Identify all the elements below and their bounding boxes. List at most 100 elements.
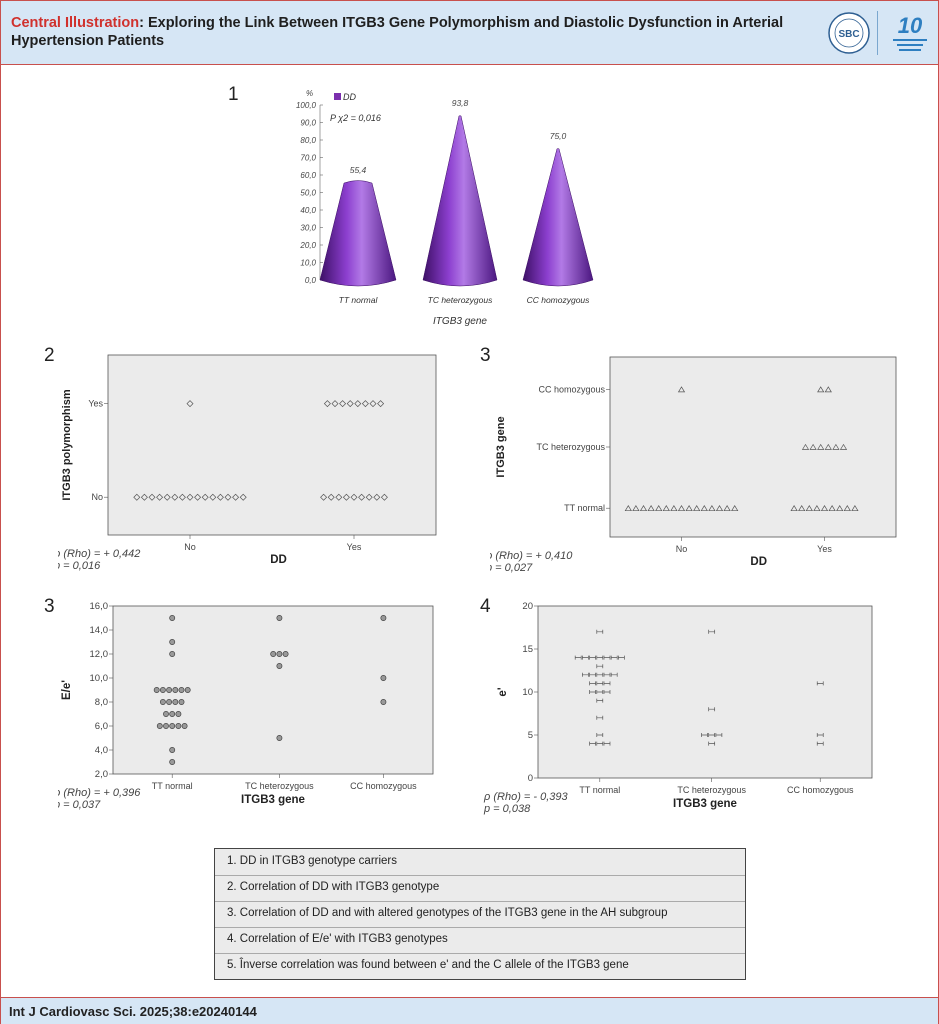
data-point — [603, 681, 611, 686]
data-point — [216, 493, 224, 501]
data-point — [169, 651, 176, 657]
y-tick-label: CC homozygous — [538, 384, 605, 394]
data-point — [380, 493, 388, 501]
x-tick-label: CC homozygous — [787, 785, 854, 795]
data-point — [596, 715, 604, 720]
legend-item: 3. Correlation of DD and with altered ge… — [215, 901, 745, 928]
data-point — [163, 723, 169, 729]
x-tick-label: TC heterozygous — [677, 785, 746, 795]
y-tick-label: 70,0 — [300, 154, 316, 163]
data-point — [589, 741, 596, 746]
data-point — [276, 651, 283, 657]
data-point — [596, 733, 604, 737]
data-point — [339, 400, 347, 408]
y-tick-label: 50,0 — [300, 189, 316, 198]
citation: Int J Cardiovasc Sci. 2025;38:e20240144 — [9, 1004, 257, 1019]
x-tick-label: No — [184, 542, 196, 552]
data-point — [335, 493, 343, 501]
plot-area — [107, 354, 437, 536]
x-axis-title: ITGB3 gene — [673, 798, 737, 810]
legend-label: DD — [343, 92, 356, 102]
data-point — [624, 505, 632, 512]
y-axis-title: E/e' — [61, 680, 73, 700]
data-point — [817, 386, 825, 393]
data-point — [603, 672, 611, 677]
data-point — [166, 699, 173, 705]
data-point — [169, 615, 176, 621]
data-point — [798, 505, 806, 512]
data-point — [178, 493, 186, 501]
data-point — [662, 505, 670, 512]
data-point — [133, 493, 141, 501]
panel-number-3a: 3 — [480, 345, 491, 366]
data-point — [596, 698, 604, 703]
legend-item: 2. Correlation of DD with ITGB3 genotype — [215, 875, 745, 902]
legend-item: 5. Înverse correlation was found between… — [215, 953, 745, 979]
data-point — [723, 505, 731, 512]
data-point — [596, 741, 604, 746]
x-tick-label: TT normal — [339, 295, 379, 305]
data-point — [816, 681, 824, 686]
data-point — [708, 629, 716, 634]
data-point — [350, 493, 358, 501]
data-point — [708, 741, 716, 746]
data-point — [159, 687, 166, 693]
y-tick-label: 20,0 — [299, 241, 316, 250]
y-tick-label: Yes — [88, 399, 103, 409]
legend-item: 4. Correlation of E/e' with ITGB3 genoty… — [215, 927, 745, 954]
data-point — [169, 711, 176, 717]
data-point — [156, 723, 163, 729]
y-tick-label: 5 — [528, 730, 533, 741]
data-point — [354, 400, 362, 408]
data-point — [589, 681, 596, 686]
data-point — [610, 655, 618, 660]
data-point — [596, 681, 604, 686]
plot-area — [537, 605, 873, 779]
data-point — [369, 400, 377, 408]
y-tick-label: 10,0 — [90, 673, 109, 684]
data-point — [820, 505, 829, 512]
y-tick-label: 60,0 — [300, 171, 316, 180]
x-axis-title: DD — [270, 554, 287, 566]
anniversary-number: 10 — [898, 13, 923, 38]
data-point — [327, 493, 335, 501]
data-point — [380, 699, 387, 705]
data-point — [169, 639, 176, 645]
data-point — [596, 629, 604, 634]
footer-bar: Int J Cardiovasc Sci. 2025;38:e20240144 — [1, 997, 938, 1024]
data-point — [342, 493, 350, 501]
data-point — [239, 493, 247, 501]
data-point — [677, 505, 686, 512]
data-point — [828, 505, 836, 512]
data-point — [836, 505, 844, 512]
data-point — [603, 690, 611, 694]
data-point — [618, 655, 625, 660]
legend-item: 1. DD in ITGB3 genotype carriers — [215, 849, 745, 876]
data-point — [610, 672, 618, 677]
x-tick-label: No — [676, 544, 688, 554]
y-tick-label: 8,0 — [95, 697, 108, 708]
chart-dd-vs-polymorphism: No Yes No Yes ITGB3 polymorphism DD ρ (Rho) = … — [58, 354, 437, 572]
data-point — [148, 493, 156, 501]
data-point — [276, 663, 283, 669]
x-tick-label: CC homozygous — [527, 295, 591, 305]
y-tick-label: 6,0 — [95, 721, 108, 732]
chart-dd-vs-genotype: No Yes TT normal TC heterozygous CC homozygo… — [490, 356, 897, 574]
data-point — [700, 505, 708, 512]
data-point — [346, 400, 354, 408]
y-tick-label: 10 — [522, 687, 533, 698]
data-point — [589, 655, 596, 660]
data-point — [186, 493, 194, 501]
chi-square-annotation: P χ2 = 0,016 — [330, 113, 381, 123]
data-point — [377, 400, 385, 408]
x-axis-title: ITGB3 gene — [433, 316, 487, 327]
x-axis-title: ITGB3 gene — [241, 794, 305, 806]
data-point — [365, 493, 373, 501]
y-tick-label: 10,0 — [300, 259, 316, 268]
stat-rho: ρ (Rho) = + 0,442 — [58, 548, 140, 560]
data-point — [380, 675, 387, 681]
y-tick-label: 15 — [522, 644, 533, 655]
data-label: 93,8 — [452, 98, 469, 108]
data-point — [282, 651, 289, 657]
data-label: 75,0 — [550, 131, 567, 141]
